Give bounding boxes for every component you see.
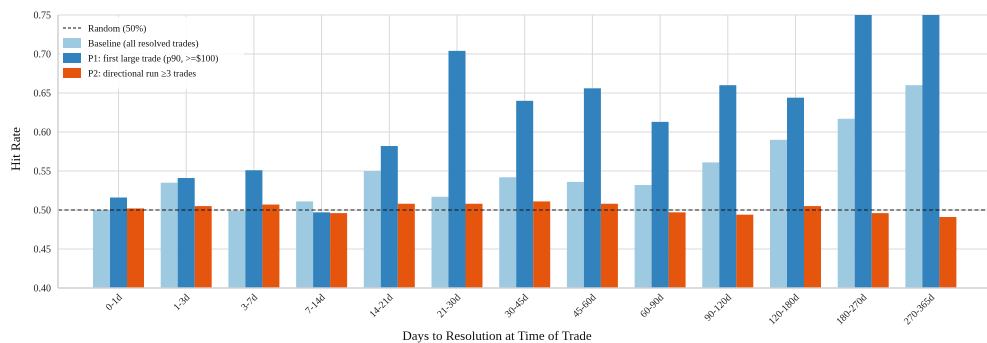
x-tick-label: 270-365d <box>902 292 937 327</box>
bars <box>93 15 957 289</box>
x-tick-label: 1-3d <box>172 292 193 313</box>
x-tick-label: 21-30d <box>435 292 463 320</box>
bar-series1-120-180d <box>770 139 787 288</box>
bar-series2-60-90d <box>651 121 669 288</box>
y-tick-label: 0.55 <box>34 167 52 178</box>
bar-series1-45-60d <box>566 181 584 288</box>
bar-series3-180-270d <box>871 213 889 288</box>
bar-series3-30-45d <box>533 201 551 288</box>
bar-series1-21-30d <box>431 196 449 288</box>
bar-series3-1-3d <box>194 206 212 288</box>
bar-series1-1-3d <box>160 182 178 288</box>
y-tick-label: 0.70 <box>34 50 52 61</box>
bar-series3-0-1d <box>127 208 144 288</box>
bar-series2-180-270d <box>854 15 872 288</box>
y-tick-label: 0.40 <box>34 284 52 295</box>
bar-series2-0-1d <box>110 197 127 288</box>
bar-series3-21-30d <box>465 203 483 288</box>
bar-series1-180-270d <box>837 118 855 289</box>
legend-swatch-series3 <box>63 68 81 78</box>
legend-box <box>60 17 244 89</box>
y-axis-label: Hit Rate <box>8 127 23 171</box>
bar-series3-45-60d <box>600 203 618 288</box>
x-tick-label: 120-180d <box>767 292 802 327</box>
x-tick-label: 180-270d <box>834 292 869 327</box>
legend-swatch-series1 <box>63 38 81 48</box>
x-tick-label: 14-21d <box>368 292 396 320</box>
y-tick-label: 0.45 <box>34 245 52 256</box>
bar-series2-45-60d <box>583 88 601 288</box>
legend: Random (50%) Baseline (all resolved trade… <box>60 17 244 89</box>
bar-series1-270-365d <box>905 85 923 288</box>
bar-series2-1-3d <box>177 178 195 288</box>
bar-series1-7-14d <box>296 201 314 288</box>
bar-series2-7-14d <box>313 212 331 288</box>
legend-swatch-series2 <box>63 53 81 63</box>
y-tick-label: 0.65 <box>34 89 52 100</box>
bar-series2-120-180d <box>787 97 804 289</box>
legend-label: Baseline (all resolved trades) <box>88 39 199 50</box>
y-tick-label: 0.75 <box>34 11 52 22</box>
bar-series2-3-7d <box>245 170 263 288</box>
bar-series1-30-45d <box>499 177 517 288</box>
bar-series2-270-365d <box>922 15 940 288</box>
x-tick-label: 60-90d <box>638 292 666 320</box>
bar-series3-270-365d <box>939 217 957 288</box>
bar-series3-3-7d <box>262 204 280 288</box>
x-tick-label: 45-60d <box>571 292 599 320</box>
bar-series3-120-180d <box>804 206 821 288</box>
x-axis-label: Days to Resolution at Time of Trade <box>402 328 591 343</box>
bar-series2-14-21d <box>380 146 398 288</box>
bar-series1-0-1d <box>93 210 110 288</box>
y-tick-label: 0.60 <box>34 128 52 139</box>
bar-series2-30-45d <box>516 100 534 288</box>
bar-series1-3-7d <box>228 210 246 288</box>
legend-label: P2: directional run ≥3 trades <box>88 70 196 80</box>
bar-series3-90-120d <box>736 214 754 288</box>
bar-series3-14-21d <box>397 203 415 288</box>
y-tick-label: 0.50 <box>34 206 52 217</box>
x-tick-label: 0-1d <box>104 292 125 313</box>
bar-series1-60-90d <box>634 185 652 288</box>
y-tick-labels: 0.40 0.45 0.50 0.55 0.60 0.65 0.70 0.75 <box>34 11 52 295</box>
bar-series1-90-120d <box>702 162 720 288</box>
x-tick-label: 3-7d <box>239 292 260 313</box>
legend-label: Random (50%) <box>88 24 146 35</box>
bar-series2-21-30d <box>448 50 466 288</box>
x-tick-labels: 0-1d 1-3d 3-7d 7-14d 14-21d 21-30d 30-45d 45-60… <box>104 292 937 327</box>
bar-series3-60-90d <box>668 212 686 288</box>
x-tick-label: 90-120d <box>703 292 734 323</box>
x-tick-label: 7-14d <box>303 292 327 316</box>
bar-series3-7-14d <box>330 213 348 288</box>
legend-label: P1: first large trade (p90, >=$100) <box>88 54 218 65</box>
bar-series1-14-21d <box>363 171 381 288</box>
bar-series2-90-120d <box>719 85 737 288</box>
x-tick-label: 30-45d <box>503 292 531 320</box>
axes <box>57 15 987 289</box>
